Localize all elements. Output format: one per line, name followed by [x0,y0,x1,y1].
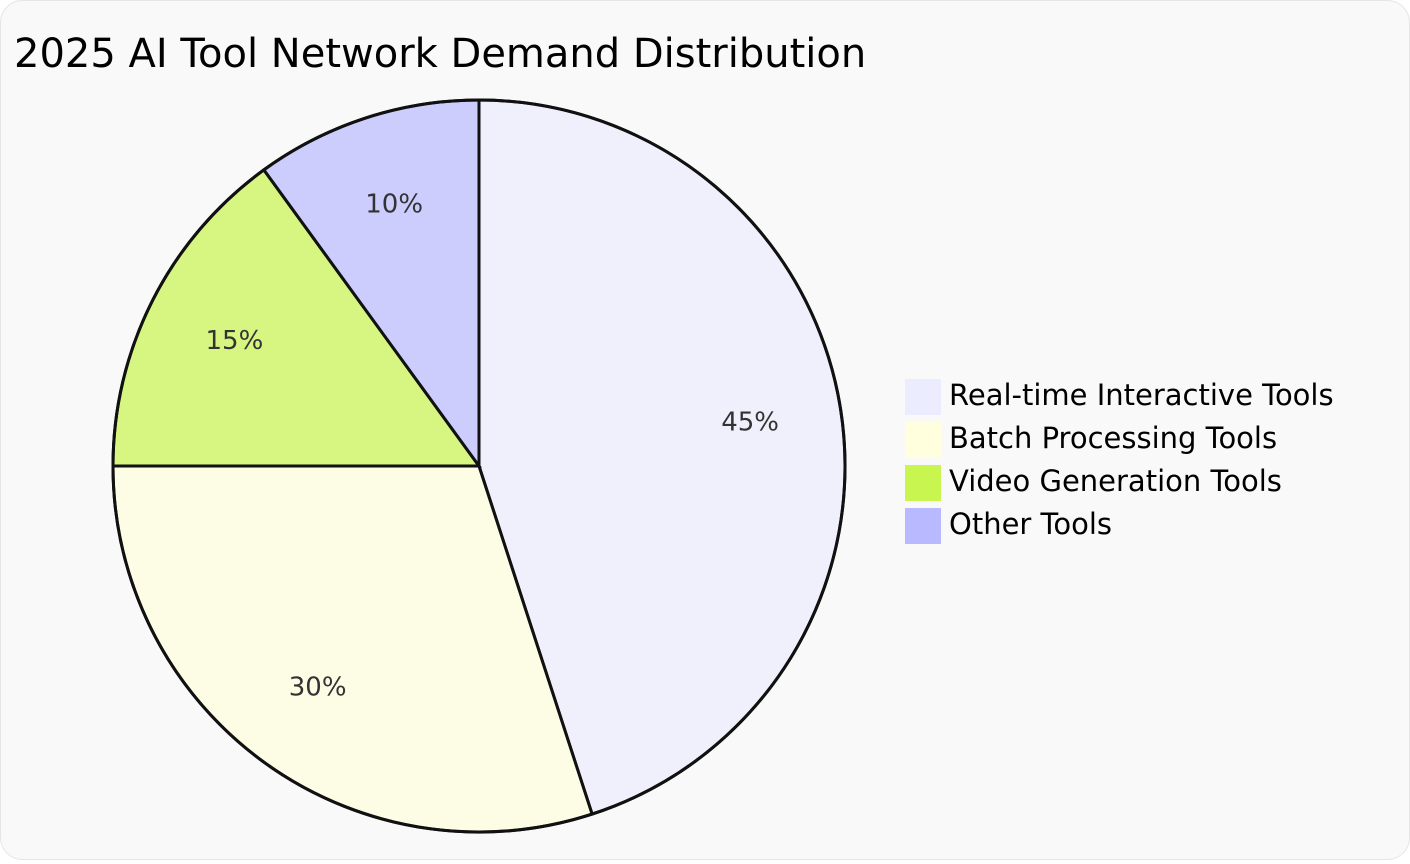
legend-swatch [905,465,941,501]
legend-swatch [905,422,941,458]
slice-label: 45% [721,408,779,438]
chart-title: 2025 AI Tool Network Demand Distribution [14,31,866,77]
slice-label: 10% [365,189,423,219]
legend-label: Batch Processing Tools [949,421,1277,455]
slice-label: 30% [289,673,347,703]
legend-label: Video Generation Tools [949,464,1282,498]
slice-label: 15% [206,326,264,356]
pie-outline [111,98,847,834]
legend-label: Other Tools [949,507,1112,541]
legend-label: Real-time Interactive Tools [949,378,1334,412]
legend-swatch [905,508,941,544]
legend-swatch [905,379,941,415]
